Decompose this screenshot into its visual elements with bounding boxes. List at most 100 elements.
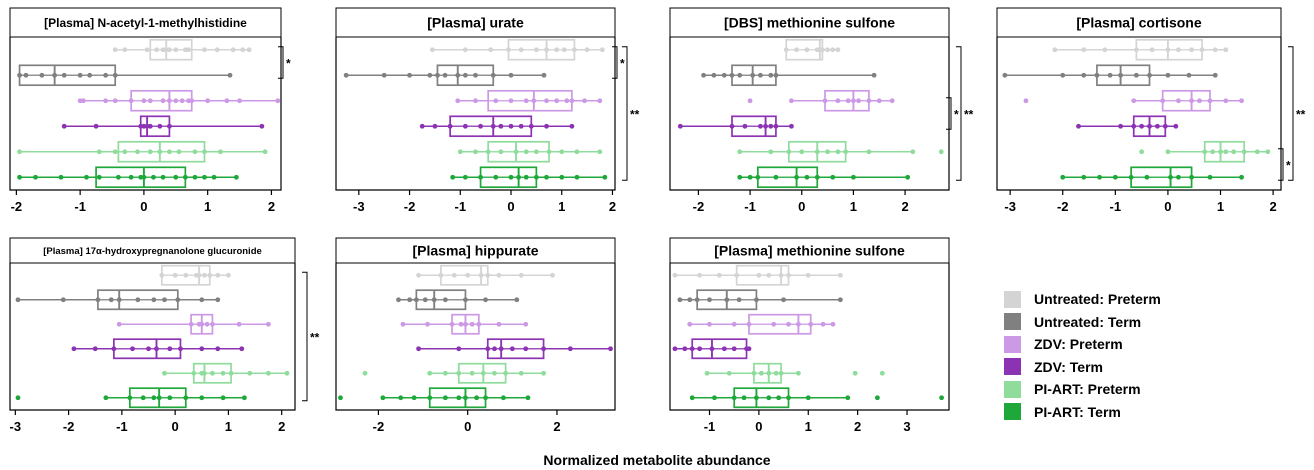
- data-point: [493, 174, 499, 180]
- x-tick-label: 1: [204, 199, 211, 214]
- data-point: [1197, 98, 1202, 104]
- data-point: [202, 370, 207, 376]
- data-point: [845, 395, 851, 401]
- significance-label: *: [286, 57, 291, 71]
- data-point: [1223, 149, 1229, 155]
- data-point: [1147, 72, 1152, 78]
- data-point: [224, 98, 230, 104]
- data-point: [490, 123, 496, 129]
- data-point: [781, 297, 786, 303]
- data-point: [58, 174, 64, 180]
- data-point: [768, 72, 774, 78]
- x-tick-label: -2: [1057, 199, 1069, 214]
- data-point: [167, 395, 173, 401]
- data-point: [523, 98, 529, 104]
- x-tick-label: 2: [1269, 199, 1276, 214]
- data-point: [61, 123, 67, 129]
- data-point: [737, 174, 743, 180]
- x-tick-label: 1: [558, 199, 565, 214]
- group-zdv-preterm: [116, 313, 271, 335]
- data-point: [741, 395, 747, 401]
- data-point: [712, 395, 717, 401]
- data-point: [1060, 174, 1066, 180]
- data-point: [1128, 174, 1134, 180]
- data-point: [237, 98, 242, 104]
- data-point: [845, 98, 851, 104]
- data-point: [754, 395, 759, 401]
- data-point: [1097, 174, 1102, 180]
- data-point: [135, 297, 141, 303]
- data-point: [1133, 72, 1139, 78]
- data-point: [776, 395, 782, 401]
- data-point: [851, 98, 856, 104]
- data-point: [569, 98, 575, 104]
- data-point: [122, 47, 128, 53]
- x-axis-label: Normalized metabolite abundance: [543, 452, 771, 468]
- group-zdv-preterm: [455, 89, 603, 112]
- data-point: [766, 370, 772, 376]
- data-point: [205, 98, 211, 104]
- data-point: [157, 123, 163, 129]
- data-point: [541, 346, 546, 352]
- data-point: [456, 370, 462, 376]
- panel-title: [Plasma] urate: [427, 15, 524, 31]
- data-point: [215, 272, 221, 278]
- data-point: [473, 149, 478, 155]
- data-point: [451, 272, 457, 278]
- data-point: [506, 47, 511, 53]
- data-point: [416, 346, 421, 352]
- data-point: [795, 370, 801, 376]
- legend-swatch: [1004, 403, 1021, 421]
- data-point: [837, 272, 843, 278]
- data-point: [202, 149, 207, 155]
- legend-item: ZDV: Preterm: [1004, 333, 1161, 356]
- data-point: [518, 123, 524, 129]
- data-point: [435, 72, 440, 78]
- data-point: [77, 72, 83, 78]
- data-point: [773, 370, 779, 376]
- data-point: [103, 72, 109, 78]
- data-point: [147, 123, 153, 129]
- data-point: [176, 149, 182, 155]
- x-tick-label: 2: [278, 419, 285, 434]
- data-point: [1231, 149, 1237, 155]
- data-point: [805, 395, 811, 401]
- data-point: [599, 47, 605, 53]
- panel-title: [Plasma] N-acetyl-1-methylhistidine: [44, 16, 247, 30]
- data-point: [754, 297, 759, 303]
- panel-title: [Plasma] 17α-hydroxypregnanolone glucuro…: [43, 246, 262, 257]
- data-point: [442, 395, 448, 401]
- group-pi-art-preterm: [457, 140, 603, 163]
- data-point: [473, 72, 478, 78]
- data-point: [135, 149, 140, 155]
- legend-label: Untreated: Term: [1034, 313, 1142, 330]
- data-point: [721, 72, 727, 78]
- x-tick-label: 0: [172, 419, 179, 434]
- data-point: [564, 98, 570, 104]
- x-tick-label: 0: [755, 419, 762, 434]
- data-point: [191, 370, 197, 376]
- data-point: [199, 346, 205, 352]
- data-point: [697, 272, 703, 278]
- data-point: [1186, 72, 1192, 78]
- data-point: [122, 149, 128, 155]
- data-point: [211, 174, 217, 180]
- significance-label: **: [630, 108, 640, 122]
- group-zdv-preterm: [77, 89, 281, 112]
- data-point: [1081, 174, 1087, 180]
- x-tick-label: 2: [854, 419, 861, 434]
- data-point: [789, 98, 794, 104]
- data-point: [830, 321, 836, 327]
- data-point: [574, 174, 580, 180]
- data-point: [112, 149, 118, 155]
- group-pi-art-term: [15, 387, 247, 409]
- x-tick-label: -2: [693, 199, 705, 214]
- data-point: [175, 297, 181, 303]
- group-pi-art-term: [689, 387, 944, 409]
- legend-item: Untreated: Term: [1004, 311, 1161, 334]
- x-tick-label: -2: [63, 419, 75, 434]
- data-point: [239, 346, 245, 352]
- data-point: [140, 395, 146, 401]
- data-point: [518, 370, 524, 376]
- data-point: [554, 98, 560, 104]
